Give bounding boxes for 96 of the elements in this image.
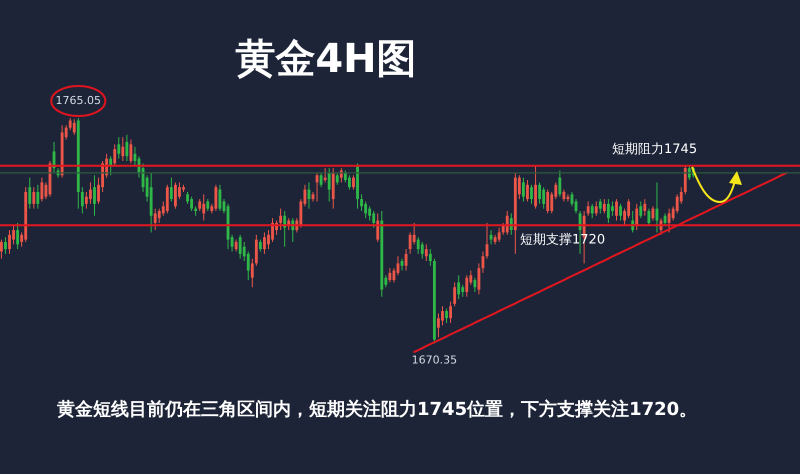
candlestick xyxy=(93,174,96,216)
candlestick xyxy=(494,234,497,245)
candlestick xyxy=(344,170,347,183)
candlestick xyxy=(324,168,327,183)
candlestick xyxy=(271,218,274,242)
candlestick xyxy=(234,239,238,252)
ref-line-label: 短期阻力1745 xyxy=(612,142,698,157)
candlestick xyxy=(36,184,40,210)
text: 黄金短线目前仍在三角区间内，短期关注阻力1745位置，下方支撑关注1720。 xyxy=(56,399,698,420)
candlestick xyxy=(396,256,400,276)
candlestick xyxy=(190,196,194,212)
candlestick xyxy=(651,206,654,222)
candlestick xyxy=(477,262,480,295)
candlestick xyxy=(473,277,476,292)
candlestick xyxy=(408,232,412,254)
candlestick xyxy=(352,174,355,190)
candlestick xyxy=(465,274,468,298)
candlestick xyxy=(263,232,266,254)
candlestick xyxy=(348,174,351,190)
candlestick xyxy=(530,184,533,204)
annotation: 1765.05 xyxy=(56,94,102,107)
candlestick xyxy=(602,198,606,214)
candlestick xyxy=(113,144,116,166)
candlestick xyxy=(84,191,88,210)
candlestick xyxy=(316,172,318,202)
candlestick xyxy=(656,182,658,233)
candlestick xyxy=(170,177,173,202)
candlestick xyxy=(639,200,642,219)
candlestick xyxy=(28,177,32,210)
candlestick xyxy=(12,224,15,245)
candlestick xyxy=(570,191,574,207)
candlestick xyxy=(490,230,492,245)
candlestick xyxy=(498,227,501,242)
candlestick xyxy=(400,258,404,272)
candlestick xyxy=(542,186,546,210)
candlestick xyxy=(647,208,650,226)
chart-title: 黄金4H图 xyxy=(235,36,417,82)
candlestick xyxy=(562,189,566,202)
candlestick xyxy=(606,198,610,224)
candlestick xyxy=(538,182,542,204)
candlestick xyxy=(627,198,630,219)
candlestick xyxy=(40,177,44,202)
candlestick xyxy=(308,182,310,210)
candlestick xyxy=(482,250,484,274)
candlestick xyxy=(0,239,3,260)
candlestick xyxy=(8,230,11,254)
candlestick xyxy=(312,191,314,202)
candlestick xyxy=(424,244,428,262)
candlestick xyxy=(52,141,56,174)
candlestick xyxy=(214,184,218,212)
candlestick xyxy=(364,200,368,219)
candlestick xyxy=(238,234,242,260)
candlestick xyxy=(441,306,444,326)
candlestick xyxy=(449,301,452,324)
candlestick xyxy=(428,248,432,266)
candlestick xyxy=(590,203,594,219)
candlestick xyxy=(89,182,92,204)
candlestick xyxy=(534,165,537,210)
candlestick xyxy=(594,200,598,216)
candlestick xyxy=(388,268,392,283)
candlestick xyxy=(254,234,258,266)
candlestick xyxy=(258,239,262,252)
candlestick xyxy=(4,236,7,254)
candlestick xyxy=(360,194,363,212)
candlestick xyxy=(526,180,529,202)
candlestick xyxy=(437,312,440,338)
candlestick xyxy=(486,222,488,260)
candlestick xyxy=(453,282,456,307)
candlestick xyxy=(615,198,618,222)
candlestick xyxy=(461,284,464,298)
candlestick xyxy=(445,308,448,324)
candlestick xyxy=(194,206,198,216)
candlestick xyxy=(129,139,132,164)
candlestick xyxy=(142,162,144,192)
candlestick xyxy=(611,200,614,216)
candlestick xyxy=(80,186,84,214)
candlestick xyxy=(558,170,562,198)
candlestick xyxy=(16,222,20,250)
candlestick xyxy=(218,184,222,212)
candlestick xyxy=(574,198,578,214)
candlestick xyxy=(279,208,282,231)
candlestick xyxy=(412,222,416,245)
candlestick xyxy=(586,200,590,216)
candlestick xyxy=(368,206,372,222)
candlestick xyxy=(522,177,525,202)
annotation: 1670.35 xyxy=(412,354,458,367)
candlestick xyxy=(664,212,666,226)
candlestick xyxy=(186,191,189,204)
candlestick xyxy=(619,203,622,222)
candlestick xyxy=(392,268,396,283)
candlestick xyxy=(404,248,408,272)
candlestick xyxy=(174,182,177,210)
candlestick xyxy=(676,194,679,214)
candlestick xyxy=(668,208,671,233)
candlestick xyxy=(320,172,323,188)
candlestick xyxy=(125,134,128,162)
